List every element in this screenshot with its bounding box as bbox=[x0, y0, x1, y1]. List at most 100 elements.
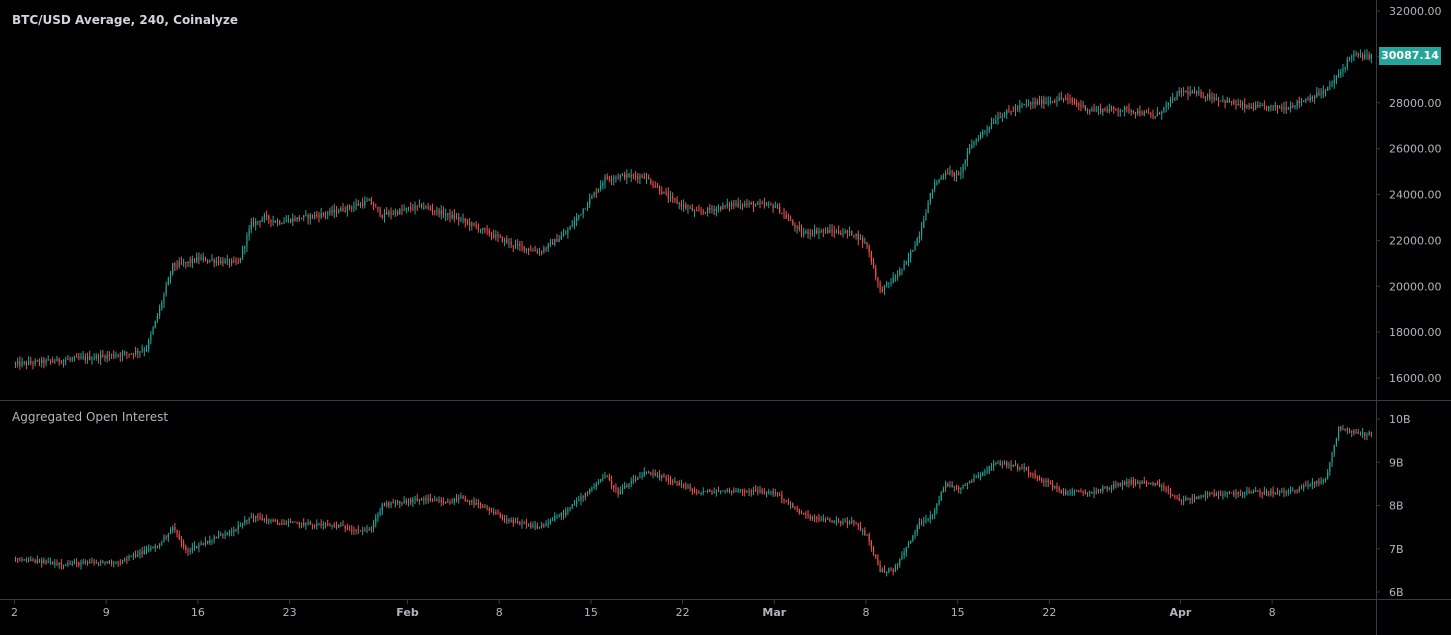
candle-body bbox=[986, 129, 988, 131]
candle-body bbox=[936, 182, 938, 184]
candle-body bbox=[322, 213, 324, 215]
candle-body bbox=[1362, 432, 1364, 434]
candle-body bbox=[519, 244, 521, 246]
candle-body bbox=[1344, 67, 1346, 69]
candle-body bbox=[274, 520, 276, 522]
candle-body bbox=[1086, 492, 1089, 494]
candle-body bbox=[634, 479, 637, 481]
candle-body bbox=[17, 558, 19, 560]
candle-body bbox=[591, 488, 593, 490]
candle-body bbox=[427, 206, 429, 208]
open-interest-title: Aggregated Open Interest bbox=[12, 410, 169, 424]
candle-body bbox=[311, 524, 314, 526]
candle-body bbox=[224, 260, 226, 264]
candle-body bbox=[1108, 488, 1110, 490]
candle-body bbox=[440, 500, 442, 502]
candle-body bbox=[69, 563, 71, 565]
candle-body bbox=[1001, 464, 1003, 466]
candle-body bbox=[1084, 492, 1086, 494]
candle-body bbox=[56, 562, 58, 565]
candle-body bbox=[180, 539, 183, 543]
candle-body bbox=[1220, 494, 1222, 496]
price-tick-label: 24000.00 bbox=[1389, 189, 1442, 202]
candle-body bbox=[814, 517, 816, 519]
candle-body bbox=[853, 235, 855, 237]
candle-body bbox=[892, 569, 894, 572]
candle-body bbox=[1117, 109, 1119, 112]
candle-body bbox=[86, 356, 89, 360]
candle-body bbox=[1348, 428, 1351, 433]
candle-body bbox=[650, 179, 652, 184]
candle-body bbox=[562, 513, 565, 516]
candle-body bbox=[787, 218, 789, 220]
candle-body bbox=[1261, 105, 1263, 107]
candle-body bbox=[923, 520, 925, 523]
candle-body bbox=[21, 559, 23, 561]
price-tick-label: 20000.00 bbox=[1389, 280, 1442, 293]
candle-body bbox=[781, 213, 783, 215]
candle-body bbox=[1239, 493, 1241, 495]
candle-body bbox=[803, 513, 805, 515]
candle-body bbox=[704, 211, 707, 213]
candle-body bbox=[641, 175, 643, 178]
candle-body bbox=[270, 219, 272, 222]
candle-body bbox=[652, 473, 654, 475]
candle-body bbox=[589, 198, 591, 206]
candle-body bbox=[508, 519, 510, 522]
candle-body bbox=[54, 562, 56, 565]
candle-body bbox=[86, 561, 89, 563]
candle-body bbox=[1322, 91, 1324, 94]
candle-body bbox=[244, 519, 246, 524]
candle-body bbox=[252, 516, 255, 519]
candle-body bbox=[1320, 480, 1322, 483]
candle-body bbox=[1030, 103, 1032, 105]
price-tick-label: 26000.00 bbox=[1389, 143, 1442, 156]
candle-body bbox=[113, 563, 115, 565]
candle-body bbox=[1128, 107, 1130, 112]
candle-body bbox=[905, 261, 907, 264]
candle-body bbox=[1235, 104, 1237, 106]
candle-body bbox=[213, 259, 215, 263]
candle-body bbox=[907, 258, 910, 262]
candle-body bbox=[1121, 482, 1124, 486]
candle-body bbox=[977, 475, 979, 477]
candle-body bbox=[617, 177, 619, 179]
candle-body bbox=[449, 213, 451, 218]
candle-body bbox=[907, 543, 910, 548]
candle-body bbox=[807, 514, 809, 517]
candle-body bbox=[700, 492, 702, 494]
candle-body bbox=[1335, 76, 1338, 81]
candle-body bbox=[303, 522, 305, 526]
candle-body bbox=[296, 217, 298, 221]
candle-body bbox=[545, 523, 547, 526]
candle-body bbox=[958, 173, 960, 175]
candle-body bbox=[445, 501, 447, 504]
candle-body bbox=[137, 350, 139, 353]
candle-body bbox=[193, 545, 196, 548]
candle-body bbox=[953, 486, 955, 488]
candle-body bbox=[1126, 481, 1128, 485]
candle-body bbox=[1082, 491, 1084, 493]
candle-body bbox=[569, 226, 571, 230]
candle-body bbox=[1182, 500, 1185, 502]
candle-body bbox=[1078, 103, 1080, 106]
candle-body bbox=[423, 207, 425, 209]
candle-body bbox=[473, 222, 475, 225]
candle-body bbox=[543, 525, 545, 527]
candle-body bbox=[1331, 452, 1333, 463]
price-axis: 16000.00 18000.00 20000.00 22000.00 24000.00… bbox=[1376, 5, 1442, 385]
candle-body bbox=[872, 261, 875, 269]
candle-body bbox=[497, 234, 499, 237]
candle-body bbox=[490, 510, 493, 513]
candle-body bbox=[1285, 107, 1287, 110]
candle-body bbox=[1038, 101, 1041, 104]
candle-body bbox=[973, 141, 975, 146]
candle-body bbox=[1084, 105, 1086, 111]
candle-body bbox=[914, 532, 916, 536]
candle-body bbox=[429, 498, 431, 500]
candle-body bbox=[364, 530, 366, 532]
candle-body bbox=[220, 534, 222, 536]
candle-body bbox=[552, 241, 554, 245]
candle-body bbox=[1056, 100, 1058, 102]
